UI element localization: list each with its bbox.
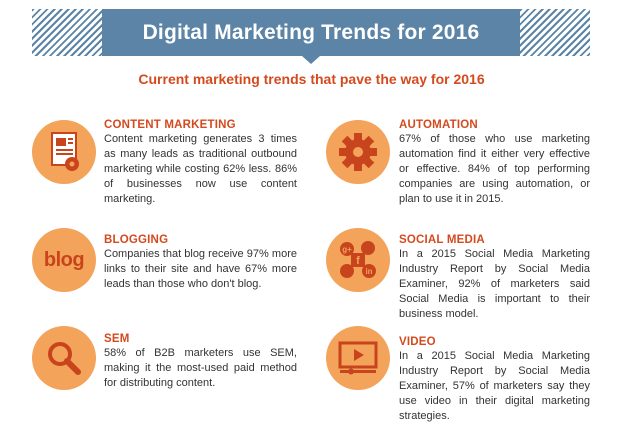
video-player-icon [326,326,390,390]
svg-text:f: f [356,255,360,267]
sem-text: 58% of B2B marketers use SEM, making it … [104,347,297,389]
video-title: VIDEO [399,336,436,348]
video-text: In a 2015 Social Media Marketing Industr… [399,350,590,422]
magnifier-icon [32,326,96,390]
gear-icon [339,133,377,171]
sem-title: SEM [104,333,130,345]
automation-icon-circle [326,120,390,184]
blog-icon-label: blog [43,248,85,271]
content-marketing-title: CONTENT MARKETING [104,119,236,131]
banner-bar: Digital Marketing Trends for 2016 [102,9,520,64]
blogging-title: BLOGGING [104,234,169,246]
page-title: Digital Marketing Trends for 2016 [142,20,480,44]
page-subtitle: Current marketing trends that pave the w… [138,71,485,87]
title-banner: Digital Marketing Trends for 2016 [32,9,590,64]
banner-hatch-right [520,9,590,56]
social-media-icon: g+ f in [326,228,390,292]
banner-hatch-left [32,9,102,56]
svg-text:g+: g+ [342,245,352,254]
blog-icon: blog [32,228,96,292]
svg-text:in: in [365,267,372,276]
automation-title: AUTOMATION [399,119,478,131]
blogging-text: Companies that blog receive 97% more lin… [104,248,297,290]
content-marketing-text: Content marketing generates 3 times as m… [104,133,297,205]
social-media-text: In a 2015 Social Media Marketing Industr… [399,248,590,320]
automation-text: 67% of those who use marketing automatio… [399,133,590,205]
document-gear-icon [32,120,96,184]
social-media-title: SOCIAL MEDIA [399,234,485,246]
